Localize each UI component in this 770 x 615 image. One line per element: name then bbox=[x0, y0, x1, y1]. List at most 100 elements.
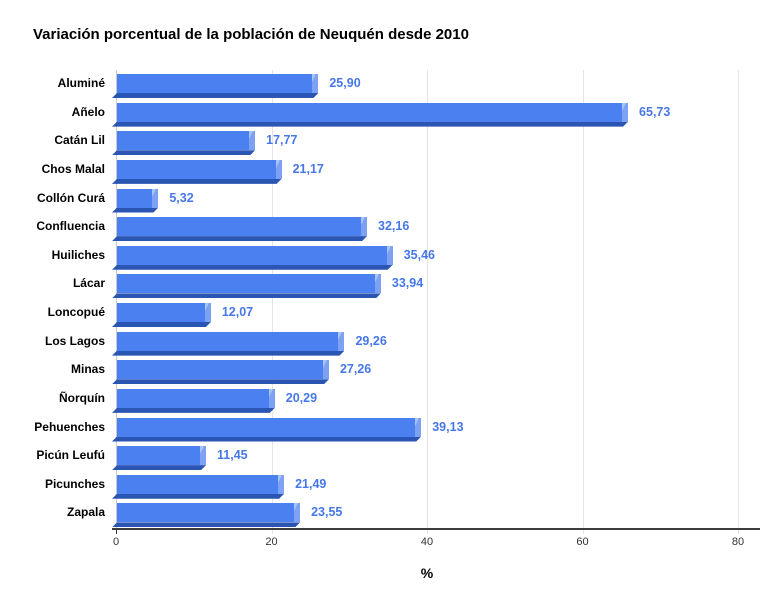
x-axis-line bbox=[112, 528, 760, 530]
bar-bottom-bevel bbox=[112, 236, 368, 242]
bar-row: Picún Leufú 11,45 bbox=[0, 442, 770, 471]
bar-cap-face bbox=[249, 131, 256, 151]
x-axis-tick bbox=[427, 530, 428, 534]
bar-bottom-bevel bbox=[112, 293, 381, 299]
x-axis-tick bbox=[116, 530, 117, 534]
bar-cap-face bbox=[386, 245, 393, 265]
bar-bottom-bevel bbox=[112, 121, 629, 127]
bar-row: Collón Curá 5,32 bbox=[0, 185, 770, 214]
bar-bottom-bevel bbox=[112, 93, 319, 98]
bar-bottom-bevel bbox=[112, 407, 275, 413]
gridline bbox=[271, 70, 273, 528]
bar-bottom-bevel bbox=[112, 436, 422, 442]
bar-row: Picunches 21,49 bbox=[0, 471, 770, 500]
category-label: Catán Lil bbox=[54, 133, 105, 148]
bar bbox=[112, 217, 368, 242]
bar-cap-face bbox=[278, 474, 285, 494]
value-label: 20,29 bbox=[285, 390, 318, 405]
bar bbox=[112, 331, 345, 356]
category-label: Picunches bbox=[44, 476, 105, 491]
value-label: 25,90 bbox=[329, 76, 361, 90]
x-axis-tick bbox=[738, 530, 739, 534]
bar bbox=[112, 245, 393, 270]
category-label: Pehuenches bbox=[34, 419, 105, 434]
category-label: Huiliches bbox=[51, 247, 105, 262]
category-label: Confluencia bbox=[36, 219, 105, 234]
bar-row: Los Lagos 29,26 bbox=[0, 328, 770, 357]
bar bbox=[112, 274, 381, 299]
gridline bbox=[427, 70, 428, 528]
x-axis-tick bbox=[271, 530, 273, 534]
bar bbox=[112, 102, 629, 127]
bar-row: Catán Lil 17,77 bbox=[0, 127, 770, 156]
x-axis-tick bbox=[582, 530, 584, 534]
bar bbox=[112, 503, 301, 528]
bar bbox=[112, 188, 159, 213]
bar-cap-face bbox=[312, 74, 319, 93]
bar-cap-face bbox=[294, 503, 301, 523]
bar bbox=[112, 131, 256, 156]
bar-row: Chos Malal 21,17 bbox=[0, 156, 770, 185]
bar-cap-face bbox=[152, 188, 159, 208]
bar-bottom-bevel bbox=[112, 493, 285, 499]
bar-bottom-bevel bbox=[112, 178, 282, 184]
bar-bottom-bevel bbox=[112, 379, 329, 385]
bar-cap-face bbox=[622, 102, 629, 122]
value-label: 23,55 bbox=[311, 505, 343, 520]
bar-cap-face bbox=[204, 303, 211, 322]
category-label: Picún Leufú bbox=[36, 448, 105, 463]
bar-bottom-bevel bbox=[112, 264, 393, 270]
value-label: 39,13 bbox=[432, 419, 464, 434]
bar bbox=[112, 474, 285, 499]
category-label: Loncopué bbox=[47, 305, 105, 319]
bar-row: Añelo 65,73 bbox=[0, 99, 770, 128]
value-label: 27,26 bbox=[339, 362, 372, 377]
bar-bottom-bevel bbox=[112, 350, 345, 356]
gridline bbox=[582, 70, 584, 528]
bar-cap-face bbox=[338, 331, 345, 351]
value-label: 32,16 bbox=[378, 219, 410, 234]
value-label: 11,45 bbox=[217, 448, 248, 463]
value-label: 17,77 bbox=[266, 133, 298, 148]
bar-row: Aluminé 25,90 bbox=[0, 70, 770, 99]
value-label: 33,94 bbox=[391, 276, 424, 291]
bar bbox=[112, 360, 329, 385]
bar-row: Pehuenches 39,13 bbox=[0, 414, 770, 443]
bar-cap-face bbox=[374, 274, 381, 294]
chart-title: Variación porcentual de la población de … bbox=[33, 26, 469, 43]
x-axis-label: % bbox=[420, 565, 434, 581]
bar-row: Loncopué 12,07 bbox=[0, 299, 770, 328]
x-tick-label: 20 bbox=[265, 536, 278, 548]
category-label: Collón Curá bbox=[37, 190, 105, 205]
category-label: Añelo bbox=[71, 104, 105, 119]
bar-row: Confluencia 32,16 bbox=[0, 213, 770, 242]
bar-row: Lácar 33,94 bbox=[0, 270, 770, 299]
value-label: 21,17 bbox=[292, 161, 324, 176]
category-label: Chos Malal bbox=[41, 161, 105, 176]
bar-row: Huiliches 35,46 bbox=[0, 242, 770, 271]
x-tick-label: 60 bbox=[576, 536, 589, 548]
bar-row: Minas 27,26 bbox=[0, 356, 770, 385]
bar bbox=[112, 446, 207, 471]
value-label: 29,26 bbox=[355, 333, 387, 348]
bar-bottom-bevel bbox=[112, 522, 301, 528]
bar-cap-face bbox=[275, 159, 282, 179]
category-label: Minas bbox=[70, 362, 105, 377]
bar bbox=[112, 159, 282, 184]
category-label: Aluminé bbox=[57, 76, 105, 90]
bar bbox=[112, 388, 275, 413]
value-label: 21,49 bbox=[295, 476, 327, 491]
bar bbox=[112, 74, 319, 98]
bar bbox=[112, 303, 211, 327]
bar-cap-face bbox=[415, 417, 422, 437]
bar-bottom-bevel bbox=[112, 465, 207, 471]
value-label: 12,07 bbox=[221, 305, 254, 319]
x-tick-label: 0 bbox=[112, 536, 120, 548]
category-label: Ñorquín bbox=[59, 390, 105, 405]
x-tick-label: 80 bbox=[731, 536, 745, 548]
category-label: Zapala bbox=[66, 505, 105, 520]
bar-row: Zapala 23,55 bbox=[0, 499, 770, 528]
category-label: Los Lagos bbox=[44, 333, 105, 348]
